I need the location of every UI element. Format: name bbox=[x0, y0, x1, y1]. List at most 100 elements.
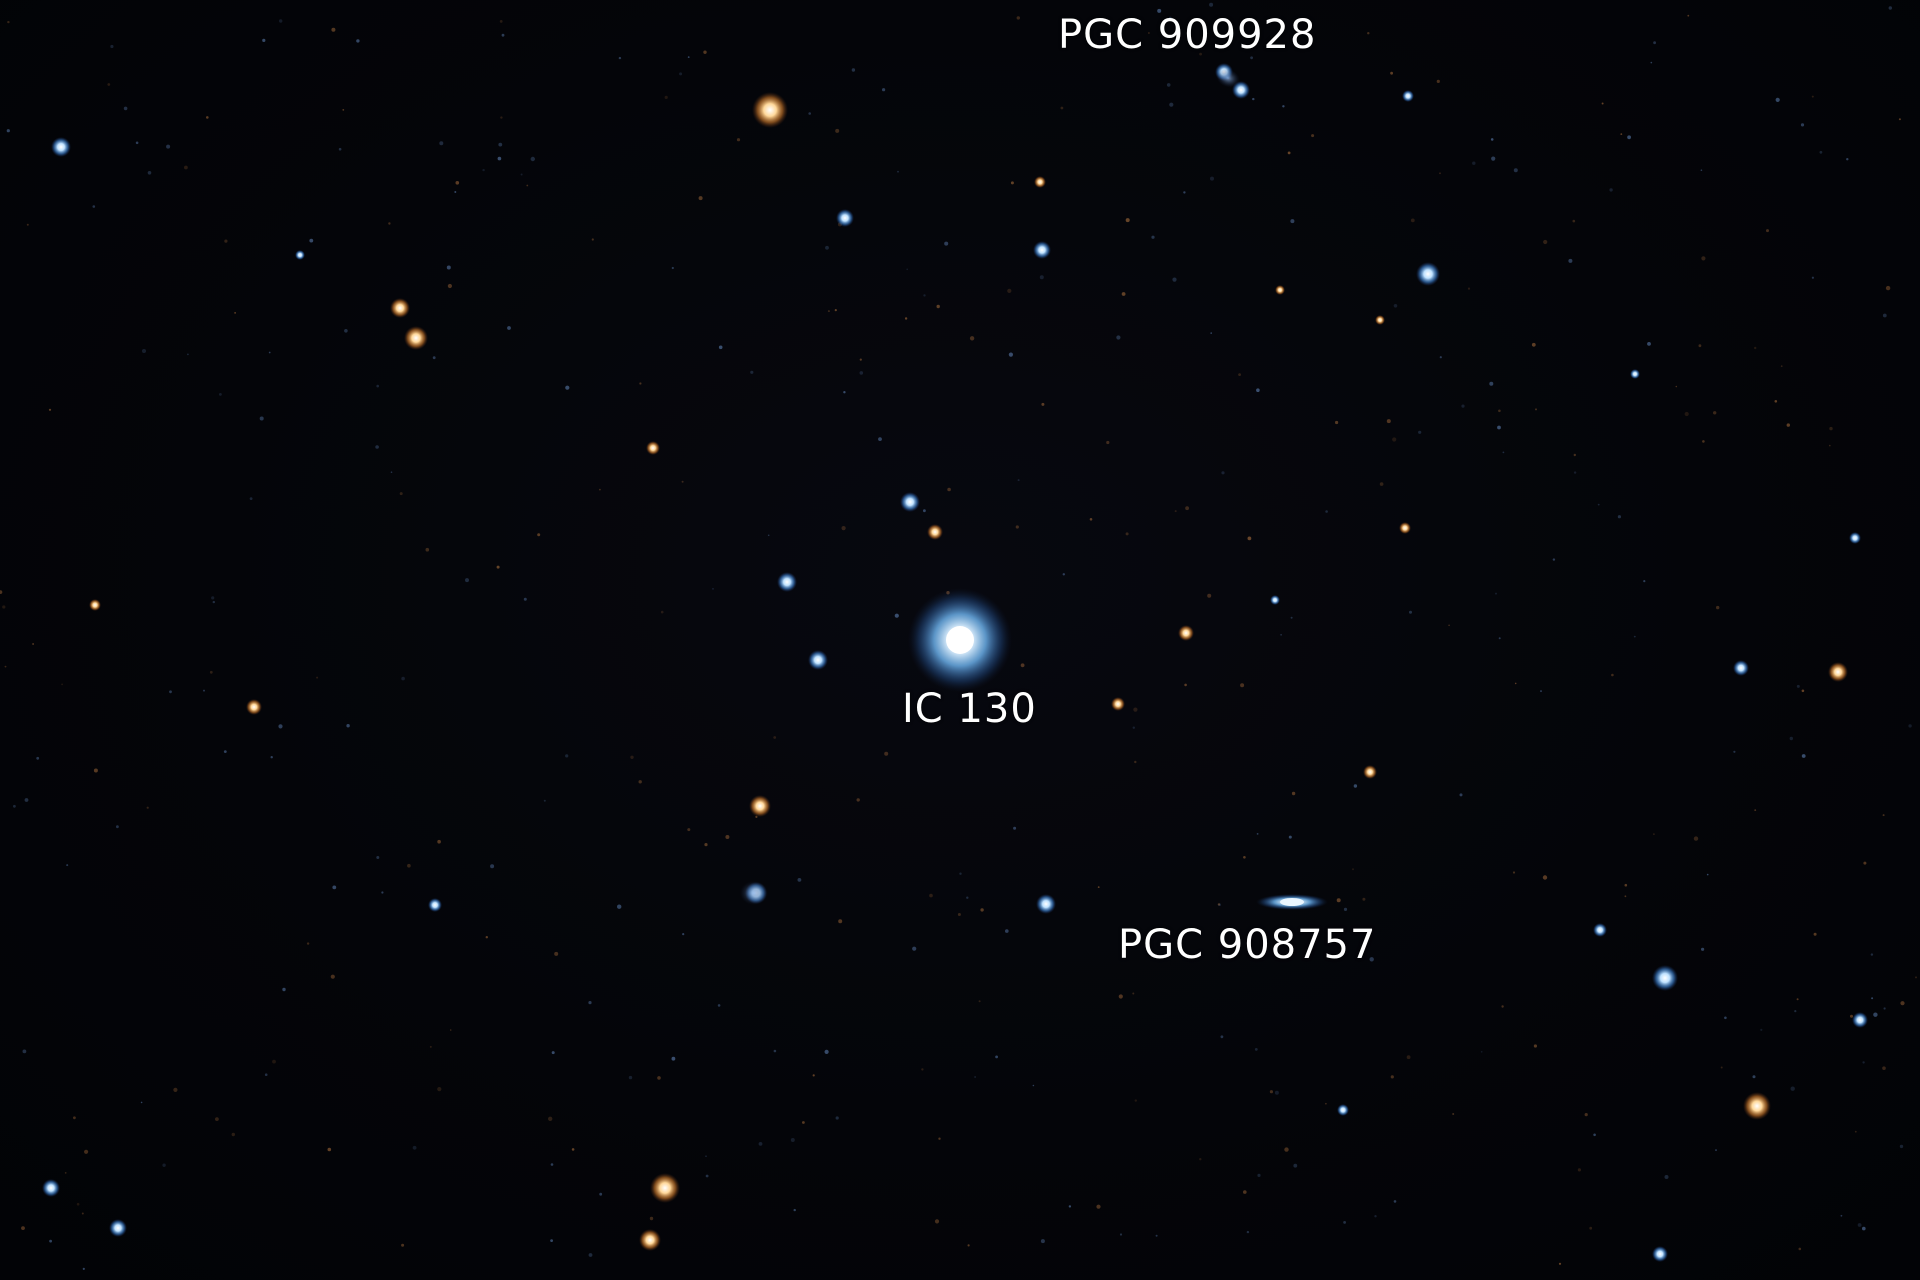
faint-star bbox=[507, 326, 511, 330]
faint-star bbox=[425, 547, 430, 552]
faint-star bbox=[234, 312, 237, 314]
faint-star bbox=[1032, 1084, 1035, 1087]
faint-star bbox=[793, 1208, 796, 1212]
faint-star bbox=[1250, 56, 1253, 60]
faint-star bbox=[1609, 188, 1613, 192]
faint-star bbox=[166, 144, 171, 149]
faint-star bbox=[1633, 635, 1636, 638]
faint-star bbox=[1174, 510, 1177, 513]
faint-star bbox=[270, 756, 273, 759]
faint-star bbox=[1497, 425, 1501, 430]
star bbox=[1652, 1246, 1668, 1262]
label-pgc-908757: PGC 908757 bbox=[1118, 922, 1377, 968]
faint-star bbox=[1846, 158, 1849, 161]
faint-star bbox=[1016, 16, 1020, 20]
faint-star bbox=[1185, 506, 1189, 511]
faint-star bbox=[147, 171, 152, 175]
faint-star bbox=[1243, 856, 1246, 859]
label-ic-130: IC 130 bbox=[902, 686, 1037, 732]
label-pgc-909928: PGC 909928 bbox=[1058, 12, 1317, 58]
faint-star bbox=[331, 27, 336, 32]
faint-star bbox=[1062, 573, 1066, 576]
faint-star bbox=[401, 676, 405, 681]
faint-star bbox=[617, 904, 622, 909]
faint-star bbox=[1698, 344, 1702, 348]
faint-star bbox=[1701, 947, 1705, 951]
star bbox=[1630, 369, 1640, 379]
faint-star bbox=[1325, 510, 1328, 513]
star bbox=[1849, 532, 1861, 544]
faint-star bbox=[73, 1116, 76, 1120]
faint-star bbox=[834, 309, 837, 312]
faint-star bbox=[1800, 123, 1805, 127]
faint-star bbox=[1819, 150, 1823, 154]
faint-star bbox=[1243, 1190, 1247, 1194]
faint-star bbox=[93, 768, 98, 773]
faint-star bbox=[1390, 71, 1393, 75]
faint-star bbox=[1577, 1168, 1581, 1172]
faint-star bbox=[279, 19, 283, 23]
faint-star bbox=[1010, 181, 1014, 185]
faint-star bbox=[664, 95, 668, 99]
faint-star bbox=[1393, 304, 1398, 308]
faint-star bbox=[1829, 426, 1833, 431]
faint-star bbox=[1246, 1230, 1250, 1234]
faint-star bbox=[1280, 634, 1282, 636]
faint-star bbox=[657, 1076, 661, 1080]
faint-star bbox=[947, 487, 951, 492]
faint-star bbox=[22, 1049, 27, 1054]
faint-star bbox=[1715, 1149, 1717, 1152]
faint-star bbox=[1558, 1262, 1562, 1265]
faint-star bbox=[591, 238, 594, 241]
faint-star bbox=[904, 317, 908, 320]
faint-star bbox=[923, 509, 926, 513]
faint-star bbox=[1766, 229, 1769, 233]
faint-star bbox=[212, 600, 215, 604]
faint-star bbox=[550, 1163, 554, 1166]
faint-star bbox=[681, 480, 684, 483]
faint-star bbox=[1543, 239, 1548, 245]
faint-star bbox=[812, 1074, 815, 1077]
faint-star bbox=[1720, 1066, 1723, 1069]
faint-star bbox=[1775, 97, 1780, 102]
star bbox=[1363, 765, 1377, 779]
faint-star bbox=[1269, 1090, 1273, 1094]
faint-star bbox=[1406, 1055, 1411, 1060]
faint-star bbox=[1498, 637, 1501, 640]
faint-star bbox=[6, 129, 10, 133]
star bbox=[1270, 595, 1280, 605]
star bbox=[404, 326, 428, 350]
faint-star bbox=[551, 1051, 555, 1055]
faint-star bbox=[187, 353, 189, 356]
faint-star bbox=[851, 68, 856, 72]
faint-star bbox=[1040, 1239, 1045, 1244]
faint-star bbox=[309, 238, 314, 243]
faint-star bbox=[206, 116, 209, 119]
faint-star bbox=[401, 1243, 405, 1247]
faint-star bbox=[934, 1219, 940, 1224]
faint-star bbox=[499, 20, 503, 23]
faint-star bbox=[1572, 219, 1576, 223]
faint-star bbox=[1885, 285, 1891, 291]
faint-star bbox=[485, 936, 488, 939]
faint-star bbox=[1121, 292, 1126, 296]
faint-star bbox=[1362, 897, 1366, 901]
faint-star bbox=[1199, 52, 1202, 56]
faint-star bbox=[264, 1073, 268, 1076]
faint-star bbox=[1701, 256, 1706, 261]
faint-galaxy bbox=[740, 881, 768, 905]
faint-star bbox=[1624, 883, 1628, 887]
faint-star bbox=[203, 689, 205, 692]
faint-star bbox=[1393, 1200, 1397, 1203]
faint-star bbox=[938, 1137, 941, 1140]
faint-star bbox=[565, 754, 569, 758]
faint-star bbox=[599, 488, 601, 491]
faint-star bbox=[61, 683, 63, 686]
faint-star bbox=[767, 534, 770, 537]
faint-star bbox=[1106, 440, 1110, 445]
star bbox=[1733, 660, 1749, 676]
faint-star bbox=[936, 304, 940, 309]
faint-star bbox=[687, 828, 691, 832]
faint-star bbox=[1257, 1173, 1261, 1177]
faint-star bbox=[388, 222, 391, 225]
